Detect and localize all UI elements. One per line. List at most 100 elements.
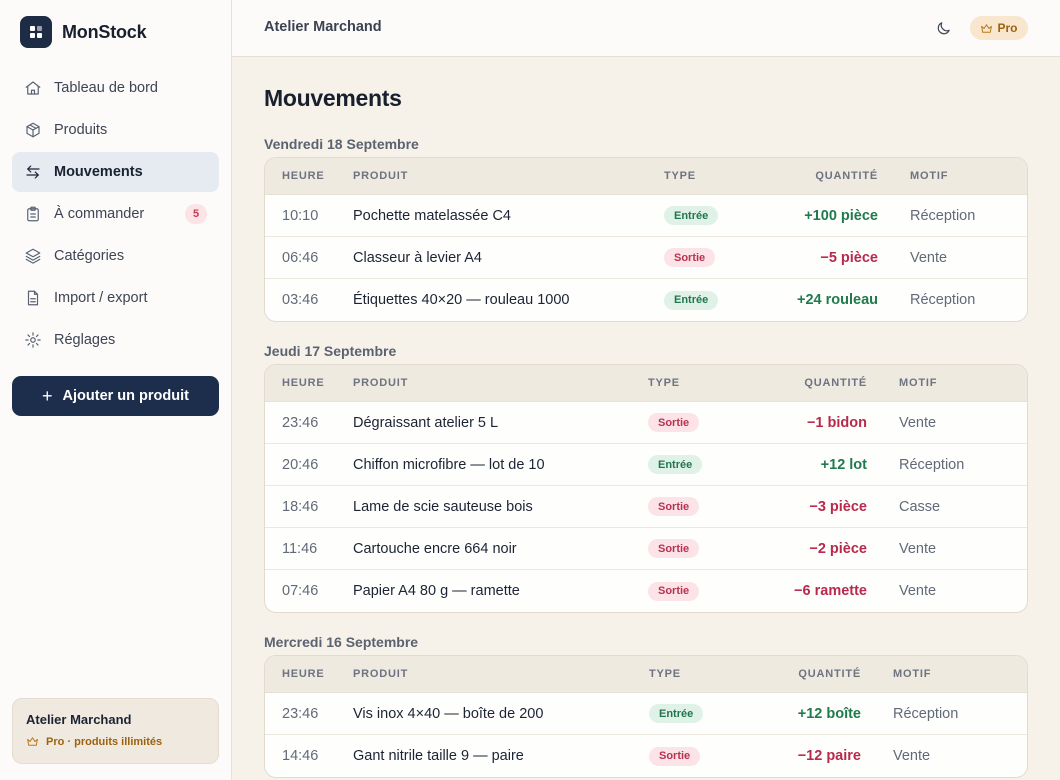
movement-reason: Vente	[899, 414, 937, 431]
column-header-reason[interactable]: MOTIF	[899, 377, 938, 389]
sidebar-item-label: À commander	[54, 206, 145, 222]
table-row[interactable]: 14:46 Gant nitrile taille 9 — paire Sortie…	[265, 735, 1027, 777]
movement-product: Chiffon microfibre — lot de 10	[353, 456, 545, 473]
movement-reason: Réception	[893, 705, 959, 722]
sidebar-item-label: Tableau de bord	[54, 80, 158, 96]
sidebar-item-label: Produits	[54, 122, 108, 138]
table-row[interactable]: 23:46 Vis inox 4×40 — boîte de 200 Entrée +…	[265, 693, 1027, 735]
type-badge: Sortie	[648, 539, 700, 559]
movements-table: HEURE PRODUIT TYPE QUANTITÉ MOTIF 23:46 Dégrai…	[264, 364, 1028, 613]
column-header-quantity[interactable]: QUANTITÉ	[798, 668, 861, 680]
movement-quantity: +24 rouleau	[797, 292, 878, 308]
page-title: Mouvements	[264, 85, 402, 111]
theme-toggle-button[interactable]	[932, 17, 954, 39]
movement-product: Vis inox 4×40 — boîte de 200	[353, 705, 544, 722]
account-card[interactable]: Atelier Marchand Pro · produits illimité…	[12, 698, 219, 764]
layers-icon	[24, 247, 42, 265]
sidebar-item-dashboard[interactable]: Tableau de bord	[12, 68, 219, 108]
type-badge: Sortie	[664, 248, 716, 268]
movement-type-cell: Sortie	[648, 539, 748, 559]
sidebar-item-import-export[interactable]: Import / export	[12, 278, 219, 318]
column-header-type[interactable]: TYPE	[648, 377, 680, 389]
moon-icon	[937, 21, 950, 34]
movement-groups: Vendredi 18 Septembre HEURE PRODUIT TYPE QUA…	[264, 131, 1028, 780]
workspace-title: Atelier Marchand	[264, 19, 382, 35]
crown-icon	[27, 737, 38, 746]
type-badge: Sortie	[648, 413, 700, 433]
sidebar-item-label: Réglages	[54, 332, 116, 348]
movement-time: 10:10	[282, 207, 319, 224]
movement-time: 20:46	[282, 456, 319, 473]
movement-type-cell: Sortie	[664, 248, 764, 268]
table-row[interactable]: 23:46 Dégraissant atelier 5 L Sortie −1 bid…	[265, 402, 1027, 444]
gear-icon	[24, 331, 42, 349]
movement-type-cell: Sortie	[649, 746, 749, 766]
sidebar-item-settings[interactable]: Réglages	[12, 320, 219, 360]
account-plan: Pro · produits illimités	[26, 735, 218, 748]
column-header-type[interactable]: TYPE	[649, 668, 681, 680]
column-header-quantity[interactable]: QUANTITÉ	[815, 170, 878, 182]
day-heading: Mercredi 16 Septembre	[264, 634, 419, 650]
sidebar-item-categories[interactable]: Catégories	[12, 236, 219, 276]
main-content: Mouvements Vendredi 18 Septembre HEURE PRO…	[264, 57, 1028, 780]
movement-reason: Réception	[910, 207, 976, 224]
movement-product: Gant nitrile taille 9 — paire	[353, 748, 524, 764]
table-row[interactable]: 03:46 Étiquettes 40×20 — rouleau 1000 Entr…	[265, 279, 1027, 321]
type-badge: Entrée	[649, 704, 704, 724]
movement-reason: Vente	[910, 249, 948, 266]
add-product-button[interactable]: + Ajouter un produit	[12, 376, 219, 416]
column-header-product[interactable]: PRODUIT	[353, 668, 409, 680]
sidebar-item-label: Import / export	[54, 290, 148, 306]
table-header: HEURE PRODUIT TYPE QUANTITÉ MOTIF	[265, 158, 1027, 195]
movement-product: Pochette matelassée C4	[353, 207, 511, 224]
home-icon	[24, 79, 42, 97]
sidebar-item-to-order[interactable]: À commander 5	[12, 194, 219, 234]
type-badge: Sortie	[648, 497, 700, 517]
movement-product: Classeur à levier A4	[353, 249, 482, 266]
movement-time: 06:46	[282, 249, 319, 266]
column-header-time[interactable]: HEURE	[282, 668, 325, 680]
movement-product: Lame de scie sauteuse bois	[353, 498, 533, 515]
movement-product: Dégraissant atelier 5 L	[353, 414, 499, 431]
movement-product: Papier A4 80 g — ramette	[353, 583, 520, 599]
movement-time: 11:46	[282, 540, 318, 557]
column-header-quantity[interactable]: QUANTITÉ	[804, 377, 867, 389]
column-header-reason[interactable]: MOTIF	[910, 170, 949, 182]
movement-reason: Réception	[899, 456, 965, 473]
day-heading: Vendredi 18 Septembre	[264, 136, 419, 152]
crown-icon	[981, 23, 993, 33]
table-row[interactable]: 11:46 Cartouche encre 664 noir Sortie −2 pi…	[265, 528, 1027, 570]
movement-quantity: +12 boîte	[797, 705, 861, 722]
table-row[interactable]: 20:46 Chiffon microfibre — lot de 10 Entré…	[265, 444, 1027, 486]
movement-type-cell: Entrée	[649, 704, 749, 724]
column-header-product[interactable]: PRODUIT	[353, 377, 409, 389]
column-header-reason[interactable]: MOTIF	[893, 668, 932, 680]
pro-badge[interactable]: Pro	[970, 16, 1028, 40]
movement-type-cell: Sortie	[648, 581, 748, 601]
column-header-product[interactable]: PRODUIT	[353, 170, 409, 182]
table-row[interactable]: 07:46 Papier A4 80 g — ramette Sortie −6 ra…	[265, 570, 1027, 612]
type-badge: Entrée	[664, 290, 719, 310]
movement-time: 23:46	[282, 414, 319, 431]
sidebar-item-products[interactable]: Produits	[12, 110, 219, 150]
movement-time: 03:46	[282, 292, 319, 308]
day-heading: Jeudi 17 Septembre	[264, 343, 397, 359]
movement-product: Cartouche encre 664 noir	[353, 540, 517, 557]
column-header-time[interactable]: HEURE	[282, 377, 325, 389]
sidebar: MonStock Tableau de bord Produits Mouvem…	[0, 0, 232, 780]
account-plan-label: Pro · produits illimités	[46, 735, 163, 748]
sidebar-item-movements[interactable]: Mouvements	[12, 152, 219, 192]
column-header-type[interactable]: TYPE	[664, 170, 696, 182]
movement-quantity: −5 pièce	[820, 249, 878, 266]
table-header: HEURE PRODUIT TYPE QUANTITÉ MOTIF	[265, 365, 1027, 402]
sidebar-nav: Tableau de bord Produits Mouvements À co…	[12, 68, 219, 362]
movement-type-cell: Entrée	[664, 290, 764, 310]
column-header-time[interactable]: HEURE	[282, 170, 325, 182]
movement-reason: Vente	[899, 583, 937, 599]
table-row[interactable]: 10:10 Pochette matelassée C4 Entrée +100 pi…	[265, 195, 1027, 237]
table-row[interactable]: 18:46 Lame de scie sauteuse bois Sortie −3 …	[265, 486, 1027, 528]
brand[interactable]: MonStock	[20, 15, 147, 49]
movement-quantity: −2 pièce	[809, 540, 867, 557]
type-badge: Sortie	[649, 746, 701, 766]
table-row[interactable]: 06:46 Classeur à levier A4 Sortie −5 pièce V…	[265, 237, 1027, 279]
